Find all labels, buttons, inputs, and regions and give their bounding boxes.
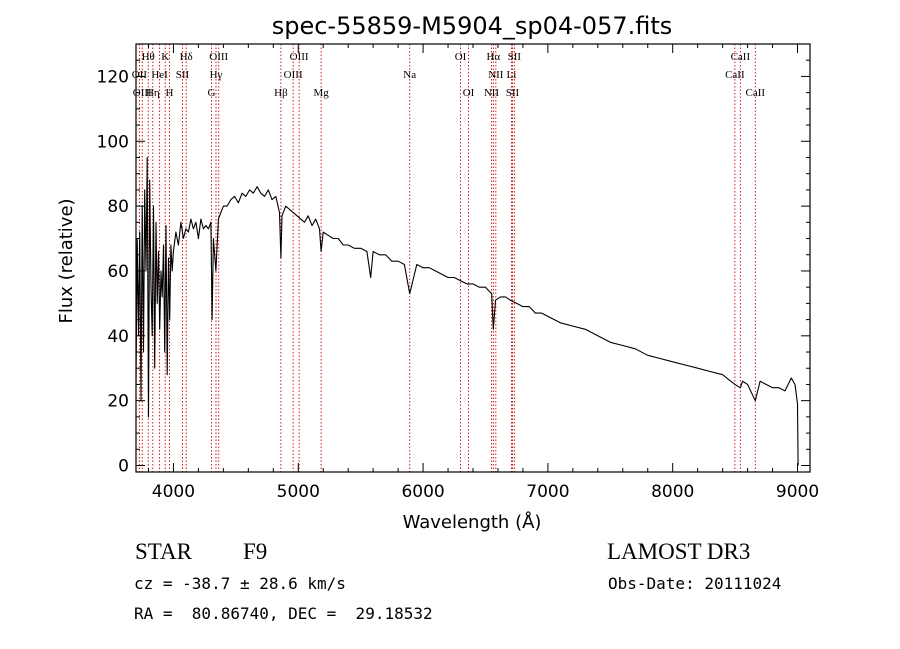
x-tick-label: 7000 [526, 482, 569, 502]
line-label: CaII [725, 69, 745, 81]
line-label: Hγ [210, 69, 223, 81]
y-tick-label: 0 [118, 457, 129, 477]
y-axis-label: Flux (relative) [56, 198, 77, 323]
line-label: CaII [731, 51, 751, 63]
spectrum-line [135, 156, 799, 466]
x-tick-label: 9000 [776, 482, 819, 502]
line-label: OIII [290, 51, 309, 63]
line-label: OIII [209, 51, 228, 63]
line-label: G [208, 87, 216, 99]
line-label: Hθ [142, 51, 155, 63]
y-tick-label: 120 [97, 67, 129, 87]
line-label: OIII [133, 87, 152, 99]
line-label: OI [463, 87, 475, 99]
plot-frame [135, 43, 811, 473]
y-tick-label: 80 [107, 197, 129, 217]
line-label: NII [484, 87, 500, 99]
line-label: SII [176, 69, 190, 81]
line-label: Na [403, 69, 416, 81]
line-label: SII [506, 87, 520, 99]
line-label: OI [455, 51, 467, 63]
sky-coordinates: RA = 80.86740, DEC = 29.18532 [134, 604, 433, 623]
survey-name: LAMOST DR3 [607, 539, 751, 564]
line-label: CaII [746, 87, 766, 99]
chart-title: spec-55859-M5904_sp04-057.fits [272, 12, 673, 40]
object-type: STAR [135, 539, 192, 564]
x-tick-label: 4000 [152, 482, 195, 502]
line-label: Hα [486, 51, 500, 63]
y-tick-label: 100 [97, 132, 129, 152]
line-label: HeI [151, 69, 168, 81]
x-axis-label: Wavelength (Å) [403, 511, 542, 533]
line-label: Hβ [274, 87, 288, 99]
line-label: OII [132, 69, 148, 81]
observation-date: Obs-Date: 20111024 [608, 574, 782, 593]
line-label: Hη [146, 87, 160, 99]
line-label: Li [507, 69, 517, 81]
redshift-velocity: cz = -38.7 ± 28.6 km/s [134, 574, 346, 593]
line-label: K [161, 51, 169, 63]
y-tick-label: 20 [107, 392, 129, 412]
x-tick-label: 8000 [651, 482, 694, 502]
line-label: SII [508, 51, 522, 63]
line-label: H [165, 87, 173, 99]
line-label: NII [488, 69, 504, 81]
x-axis-ticks: 4000 5000 6000 7000 8000 9000 [147, 44, 819, 502]
line-label: OIII [284, 69, 303, 81]
emission-line-markers [138, 44, 756, 472]
spectrum-plot: spec-55859-M5904_sp04-057.fits 4000 5000 6… [56, 12, 819, 533]
line-label: Mg [313, 87, 329, 99]
line-label: Hδ [180, 51, 193, 63]
x-tick-label: 5000 [277, 482, 320, 502]
line-labels: Hθ K Hδ OIII OIII OI Hα SII CaII OII HeI SII Hγ OIII N… [132, 51, 766, 99]
y-axis-ticks: 0 20 40 60 80 100 120 [97, 59, 810, 477]
x-tick-label: 6000 [401, 482, 444, 502]
y-tick-label: 60 [107, 262, 129, 282]
y-tick-label: 40 [107, 327, 129, 347]
spectral-subclass: F9 [243, 539, 268, 564]
